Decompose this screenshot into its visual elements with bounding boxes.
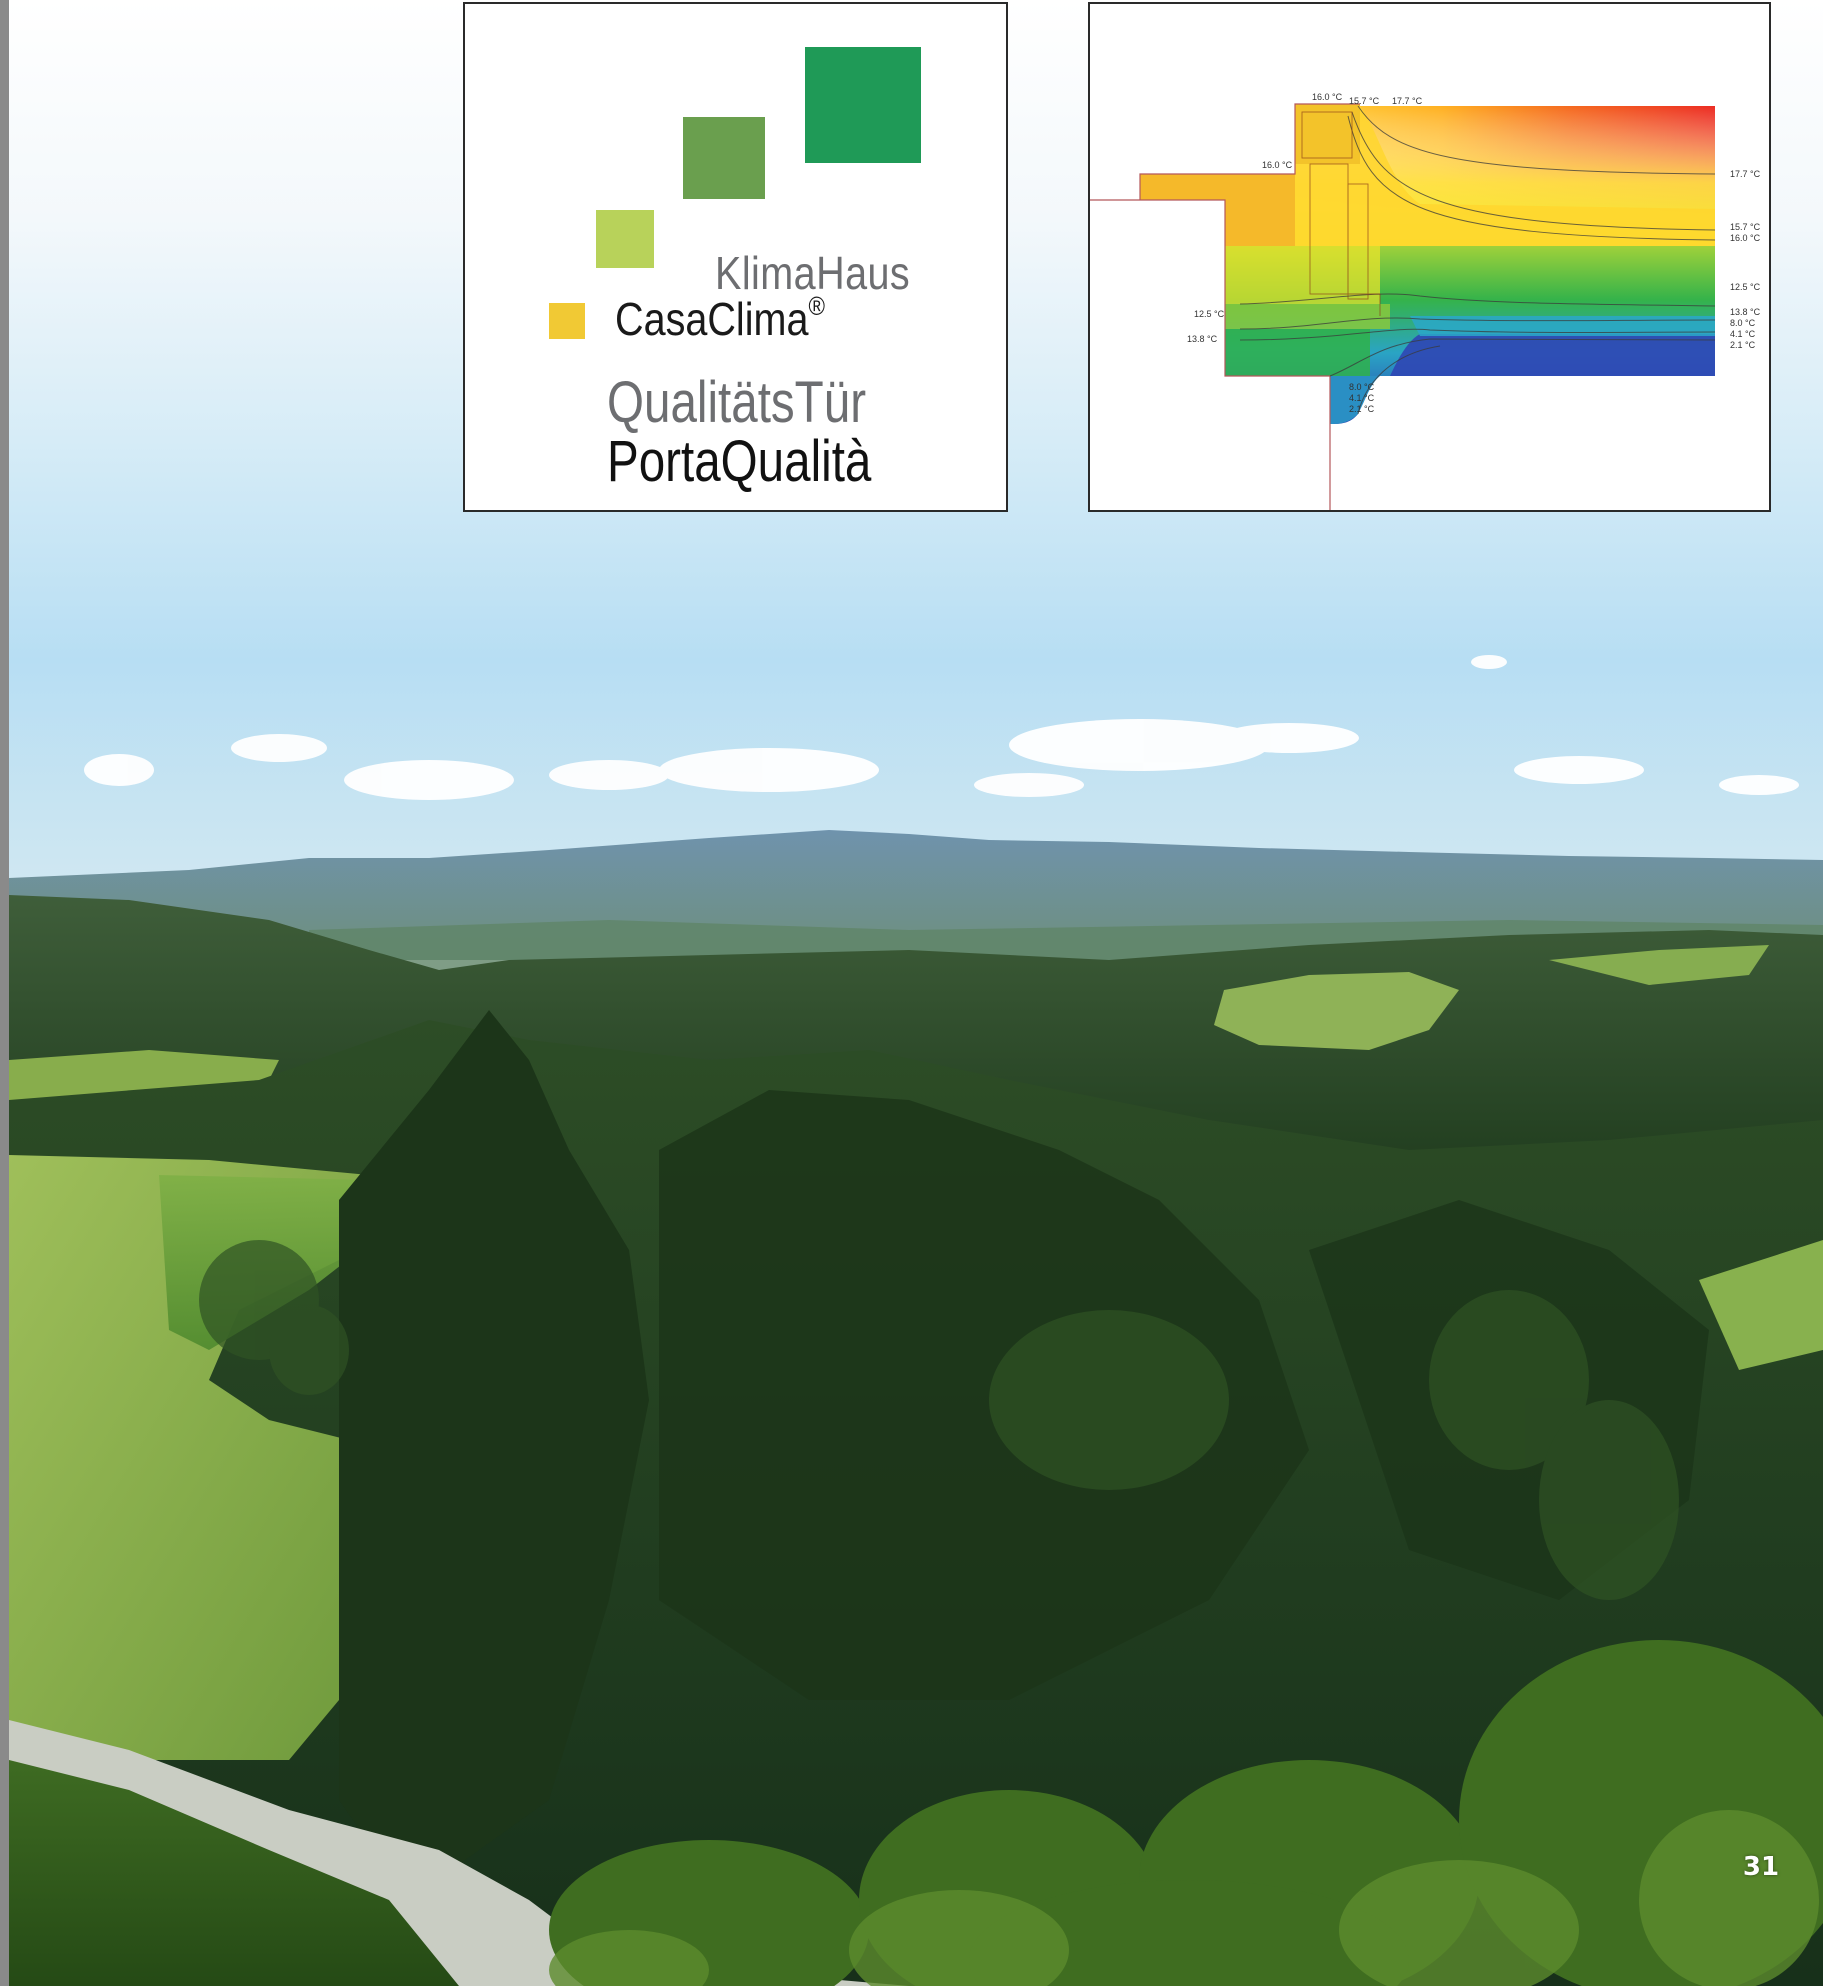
logo-square-light-green [596, 210, 654, 268]
logo-klimahaus-text: KlimaHaus [715, 247, 911, 299]
isotherm-label: 17.7 °C [1392, 96, 1423, 106]
isotherm-diagram: 16.0 °C 15.7 °C 17.7 °C 16.0 °C 12.5 °C … [1090, 92, 1761, 510]
isotherm-label: 15.7 °C [1730, 222, 1761, 232]
logo-qualitaetstuer-text: QualitätsTür [607, 370, 867, 435]
logo-square-yellow [549, 303, 585, 339]
isotherm-label: 4.1 °C [1730, 329, 1756, 339]
logo-square-mid-green [683, 117, 765, 199]
logo-casaclima-text: CasaClima® [615, 291, 825, 346]
isotherm-label: 8.0 °C [1730, 318, 1756, 328]
registered-mark: ® [808, 291, 825, 321]
page-number: 31 [1742, 1852, 1780, 1882]
isotherm-label: 13.8 °C [1187, 334, 1218, 344]
isotherm-label: 12.5 °C [1730, 282, 1761, 292]
isotherm-label: 2.1 °C [1349, 404, 1375, 414]
casaclima-logo-panel: KlimaHaus CasaClima® QualitätsTür PortaQ… [463, 2, 1008, 512]
isotherm-label: 15.7 °C [1349, 96, 1380, 106]
isotherm-label: 4.1 °C [1349, 393, 1375, 403]
logo-portaqualita-text: PortaQualità [607, 429, 872, 494]
isotherm-label: 16.0 °C [1730, 233, 1761, 243]
isotherm-label: 2.1 °C [1730, 340, 1756, 350]
logo-square-dark-green [805, 47, 921, 163]
isotherm-label: 16.0 °C [1262, 160, 1293, 170]
isotherm-label: 17.7 °C [1730, 169, 1761, 179]
page-edge-strip [0, 0, 9, 1986]
isotherm-label: 16.0 °C [1312, 92, 1343, 102]
isotherm-label: 12.5 °C [1194, 309, 1225, 319]
isotherm-label: 8.0 °C [1349, 382, 1375, 392]
thermal-simulation-panel: 16.0 °C 15.7 °C 17.7 °C 16.0 °C 12.5 °C … [1088, 2, 1771, 512]
logo-casaclima-word: CasaClima [615, 293, 809, 345]
isotherm-label: 13.8 °C [1730, 307, 1761, 317]
